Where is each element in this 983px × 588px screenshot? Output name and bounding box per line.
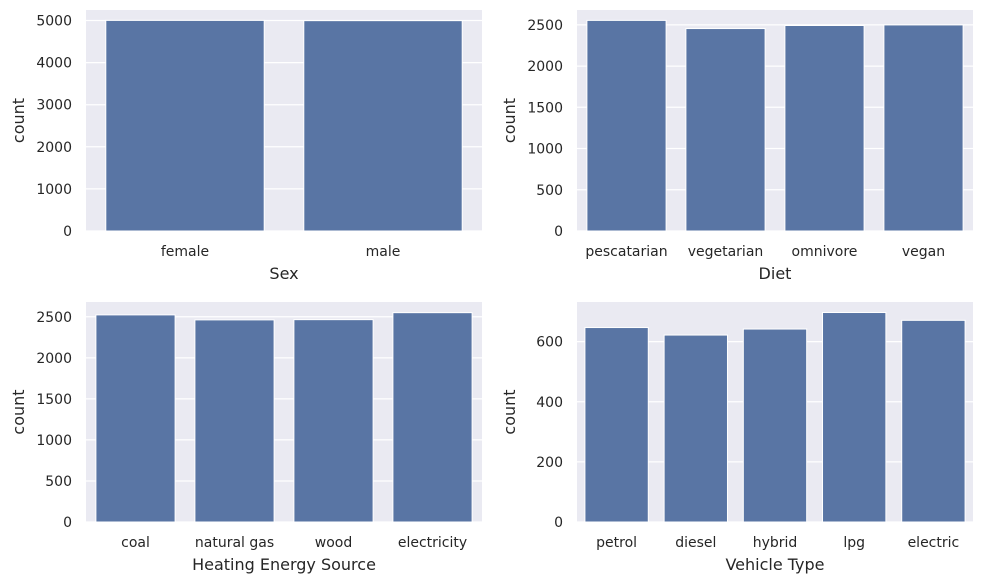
x-tick-label: vegan bbox=[902, 244, 945, 260]
bar-vegetarian bbox=[685, 28, 766, 232]
x-axis-label: Sex bbox=[269, 264, 298, 283]
y-tick-label: 0 bbox=[554, 224, 563, 240]
y-tick-label: 0 bbox=[63, 224, 72, 240]
x-tick-label: electric bbox=[908, 535, 960, 551]
y-tick-label: 2000 bbox=[36, 351, 72, 367]
chart-panel-3: 0 500 1000 1500 2000 2500 coal natural gas wood e… bbox=[9, 302, 482, 574]
x-tick-label: natural gas bbox=[195, 535, 274, 551]
y-tick-label: 5000 bbox=[36, 14, 72, 30]
bar-petrol bbox=[584, 327, 649, 523]
x-tick-label: female bbox=[161, 244, 209, 260]
x-tick-label: omnivore bbox=[792, 244, 858, 260]
chart-panel-4: 0 200 400 600 petrol diesel hybrid lpg electric V… bbox=[500, 302, 973, 574]
x-axis-label: Vehicle Type bbox=[725, 555, 824, 574]
y-tick-label: 3000 bbox=[36, 98, 72, 114]
x-tick-label: electricity bbox=[398, 535, 467, 551]
x-tick-label: pescatarian bbox=[585, 244, 667, 260]
x-axis-label: Heating Energy Source bbox=[192, 555, 376, 574]
y-tick-label: 1000 bbox=[527, 142, 563, 158]
chart-panel-2: 0 500 1000 1500 2000 2500 pescatarian vegetaria… bbox=[500, 10, 973, 283]
y-tick-label: 400 bbox=[536, 395, 563, 411]
y-tick-label: 2500 bbox=[527, 18, 563, 34]
y-tick-label: 1000 bbox=[36, 182, 72, 198]
y-tick-label: 500 bbox=[536, 183, 563, 199]
x-axis-label: Diet bbox=[759, 264, 792, 283]
bar-coal bbox=[95, 314, 176, 523]
bar-hybrid bbox=[742, 328, 808, 523]
bar-male bbox=[303, 20, 463, 232]
x-tick-label: diesel bbox=[675, 535, 716, 551]
y-tick-label: 1500 bbox=[36, 392, 72, 408]
bar-pescatarian bbox=[586, 19, 667, 232]
y-tick-label: 2500 bbox=[36, 310, 72, 326]
x-tick-label: lpg bbox=[843, 535, 865, 551]
y-tick-label: 600 bbox=[536, 335, 563, 351]
x-tick-label: hybrid bbox=[753, 535, 798, 551]
y-tick-label: 1500 bbox=[527, 100, 563, 116]
y-tick-label: 200 bbox=[536, 455, 563, 471]
x-tick-label: petrol bbox=[596, 535, 637, 551]
y-tick-label: 0 bbox=[63, 515, 72, 531]
y-tick-label: 500 bbox=[45, 474, 72, 490]
y-tick-label: 4000 bbox=[36, 56, 72, 72]
bar-omnivore bbox=[784, 25, 865, 232]
y-axis-label: count bbox=[9, 98, 28, 143]
y-tick-label: 2000 bbox=[36, 140, 72, 156]
bar-female bbox=[105, 19, 265, 232]
bar-vegan bbox=[883, 24, 964, 232]
bar-electric bbox=[901, 319, 966, 523]
bar-electricity bbox=[392, 312, 473, 523]
bar-wood bbox=[293, 319, 374, 523]
x-tick-label: vegetarian bbox=[688, 244, 764, 260]
x-tick-label: coal bbox=[121, 535, 150, 551]
bar-diesel bbox=[663, 334, 728, 523]
y-tick-label: 1000 bbox=[36, 433, 72, 449]
x-tick-label: male bbox=[366, 244, 401, 260]
bar-natural-gas bbox=[194, 319, 275, 523]
chart-panel-1: 0 1000 2000 3000 4000 5000 female male Sex count bbox=[9, 10, 482, 283]
y-axis-label: count bbox=[500, 98, 519, 143]
y-axis-label: count bbox=[500, 389, 519, 434]
y-axis-label: count bbox=[9, 389, 28, 434]
x-tick-label: wood bbox=[315, 535, 352, 551]
y-tick-label: 0 bbox=[554, 515, 563, 531]
bar-lpg bbox=[822, 312, 887, 523]
y-tick-label: 2000 bbox=[527, 59, 563, 75]
